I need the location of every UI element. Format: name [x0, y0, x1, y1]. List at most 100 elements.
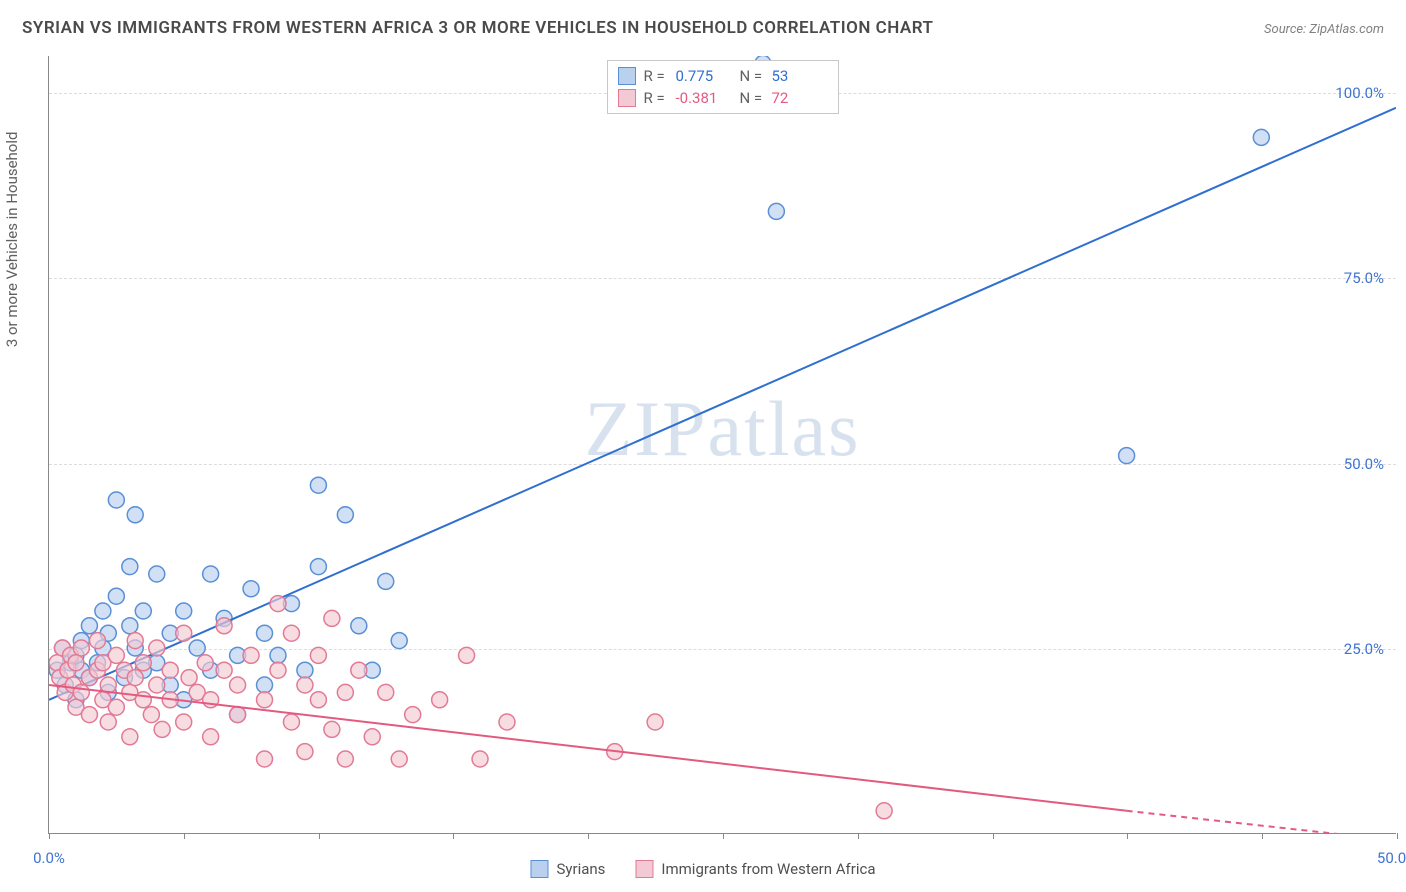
- x-tick: [858, 833, 859, 839]
- immigrants_wa-point: [405, 707, 421, 723]
- x-tick: [319, 833, 320, 839]
- immigrants_wa-r-value: -0.381: [676, 89, 732, 107]
- immigrants_wa-point: [135, 692, 151, 708]
- immigrants_wa-point: [283, 714, 299, 730]
- immigrants_wa-point: [297, 677, 313, 693]
- x-tick: [993, 833, 994, 839]
- syrians-r-value: 0.775: [676, 67, 732, 85]
- immigrants_wa-point: [162, 662, 178, 678]
- immigrants_wa-point: [68, 655, 84, 671]
- immigrants_wa-swatch: [635, 860, 653, 878]
- immigrants_wa-point: [432, 692, 448, 708]
- immigrants_wa-point: [391, 751, 407, 767]
- immigrants_wa-point: [197, 655, 213, 671]
- syrians-point: [122, 618, 138, 634]
- syrians-swatch: [618, 67, 636, 85]
- immigrants_wa-point: [154, 721, 170, 737]
- x-tick: [1262, 833, 1263, 839]
- immigrants_wa-point: [230, 677, 246, 693]
- x-tick-label: 50.0%: [1377, 849, 1406, 867]
- immigrants_wa-point: [324, 610, 340, 626]
- immigrants_wa-point: [108, 647, 124, 663]
- immigrants_wa-point: [149, 677, 165, 693]
- series-legend: Syrians Immigrants from Western Africa: [530, 860, 875, 878]
- syrians-n-value: 53: [772, 67, 828, 85]
- syrians-point: [351, 618, 367, 634]
- syrians-point: [310, 559, 326, 575]
- immigrants_wa-point: [257, 692, 273, 708]
- chart-title: SYRIAN VS IMMIGRANTS FROM WESTERN AFRICA…: [22, 18, 933, 38]
- syrians-point: [257, 625, 273, 641]
- x-tick: [588, 833, 589, 839]
- syrians-point: [127, 507, 143, 523]
- immigrants_wa-point: [270, 596, 286, 612]
- immigrants_wa-point: [876, 803, 892, 819]
- plot-area: ZIPatlas R =0.775N =53R =-0.381N =72 25.…: [48, 56, 1396, 834]
- immigrants_wa-point: [149, 640, 165, 656]
- syrians-point: [189, 640, 205, 656]
- immigrants_wa-point: [472, 751, 488, 767]
- immigrants_wa-point: [176, 714, 192, 730]
- syrians-point: [270, 647, 286, 663]
- syrians-point: [176, 603, 192, 619]
- syrians-point: [135, 603, 151, 619]
- immigrants_wa-point: [364, 729, 380, 745]
- immigrants_wa-point: [243, 647, 259, 663]
- syrians-point: [391, 633, 407, 649]
- plot-svg: [49, 56, 1396, 833]
- immigrants_wa-n-value: 72: [772, 89, 828, 107]
- immigrants_wa-swatch: [618, 89, 636, 107]
- syrians-point: [95, 603, 111, 619]
- immigrants_wa-point: [297, 744, 313, 760]
- n-label: N =: [740, 89, 766, 107]
- x-tick: [723, 833, 724, 839]
- immigrants_wa-point: [324, 721, 340, 737]
- immigrants_wa-point: [216, 662, 232, 678]
- immigrants_wa-point: [176, 625, 192, 641]
- immigrants_wa-label: Immigrants from Western Africa: [661, 860, 875, 878]
- r-label: R =: [644, 67, 670, 85]
- immigrants_wa-point: [127, 633, 143, 649]
- immigrants_wa-point: [122, 729, 138, 745]
- syrians-point: [81, 618, 97, 634]
- correlation-legend: R = 0.775 N = 53R = -0.381 N = 72: [607, 60, 839, 114]
- y-axis-label: 3 or more Vehicles in Household: [3, 132, 21, 348]
- legend-row-immigrants_wa: R =-0.381N =72: [618, 87, 828, 109]
- x-tick: [1397, 833, 1398, 839]
- immigrants_wa-point: [108, 699, 124, 715]
- immigrants_wa-point: [310, 647, 326, 663]
- immigrants_wa-point: [73, 640, 89, 656]
- syrians-point: [1253, 129, 1269, 145]
- legend-row-syrians: R = 0.775 N = 53: [618, 65, 828, 87]
- syrians-point: [257, 677, 273, 693]
- immigrants_wa-point: [257, 751, 273, 767]
- immigrants_wa-point: [459, 647, 475, 663]
- x-tick-label: 0.0%: [33, 849, 65, 867]
- syrians-regression-line: [49, 108, 1396, 700]
- immigrants_wa-point: [127, 670, 143, 686]
- n-label: N =: [740, 67, 766, 85]
- immigrants_wa-point: [100, 714, 116, 730]
- x-tick: [49, 833, 50, 839]
- immigrants_wa-point: [181, 670, 197, 686]
- syrians-point: [310, 477, 326, 493]
- immigrants_wa-point: [143, 707, 159, 723]
- syrians-label: Syrians: [556, 860, 605, 878]
- syrians-point: [297, 662, 313, 678]
- legend-item-immigrants_wa: Immigrants from Western Africa: [635, 860, 875, 878]
- syrians-point: [1119, 448, 1135, 464]
- immigrants_wa-point: [230, 707, 246, 723]
- x-tick: [1127, 833, 1128, 839]
- legend-item-syrians: Syrians: [530, 860, 605, 878]
- immigrants_wa-point: [499, 714, 515, 730]
- immigrants_wa-point: [270, 662, 286, 678]
- syrians-point: [149, 566, 165, 582]
- syrians-point: [243, 581, 259, 597]
- x-tick: [184, 833, 185, 839]
- syrians-point: [337, 507, 353, 523]
- syrians-point: [378, 573, 394, 589]
- immigrants_wa-point: [337, 751, 353, 767]
- immigrants_wa-point: [283, 625, 299, 641]
- syrians-swatch: [530, 860, 548, 878]
- immigrants_wa-point: [73, 684, 89, 700]
